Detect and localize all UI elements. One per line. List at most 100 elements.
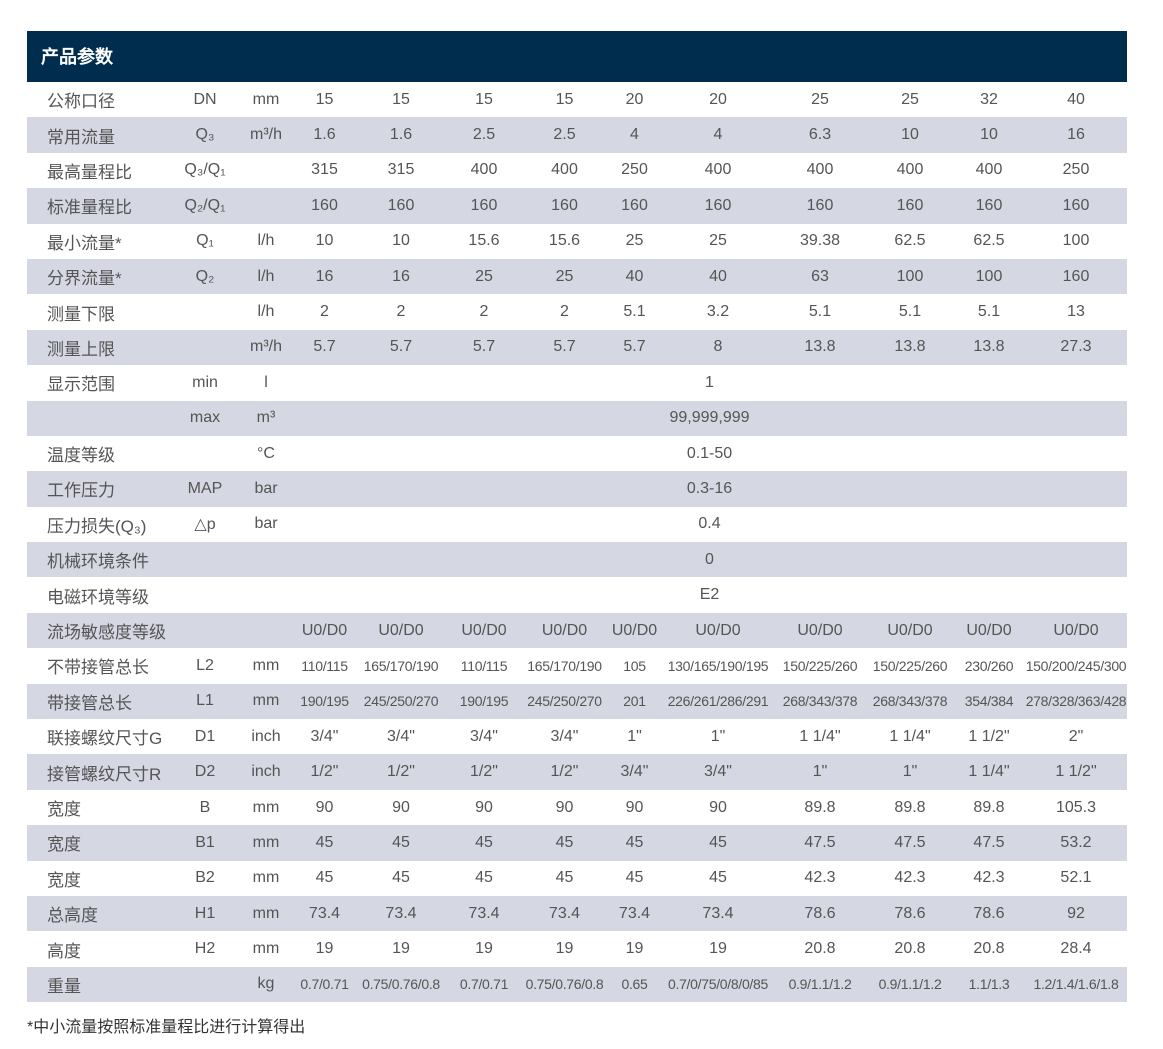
parameter-unit: m³/h xyxy=(240,117,292,153)
parameter-value: 2.5 xyxy=(523,117,606,153)
parameter-value: 40 xyxy=(1067,90,1085,108)
parameters-table: 公称口径 DN mm 15 15 15 15 20 20 25 25 32 40 常用流量 Q₃ m³/h 1.… xyxy=(27,82,1127,1003)
parameter-unit: °C xyxy=(257,444,275,462)
parameter-value: 45 xyxy=(315,869,334,887)
parameter-value: 100 xyxy=(1062,232,1090,250)
parameter-value: U0/D0 xyxy=(292,612,357,649)
parameter-value: 73.4 xyxy=(445,895,523,932)
parameter-value: 268/343/378 xyxy=(773,683,867,720)
parameter-value: 3/4" xyxy=(663,754,773,790)
parameter-value: 0.9/1.1/1.2 xyxy=(867,966,953,1003)
parameter-value: 89.8 xyxy=(804,798,836,816)
parameter-label: 联接螺纹尺寸G xyxy=(47,729,163,749)
parameter-value: 105 xyxy=(623,657,646,674)
parameter-value: 1 1/2" xyxy=(1025,754,1127,790)
parameter-value: 16 xyxy=(357,258,445,295)
parameter-value: 190/195 xyxy=(292,683,357,720)
parameter-value: 16 xyxy=(292,258,357,295)
parameter-label: 测量下限 xyxy=(47,304,115,324)
table-row: 重量 kg 0.7/0.71 0.75/0.76/0.8 0.7/0.71 0.75/0.… xyxy=(27,966,1127,1003)
parameter-value: 0.75/0.76/0.8 xyxy=(523,966,606,1003)
parameter-symbol: △p xyxy=(194,516,216,534)
parameter-value: 5.7 xyxy=(523,329,606,366)
parameter-value: 47.5 xyxy=(953,825,1025,861)
parameter-unit: l/h xyxy=(257,303,275,321)
parameter-value: 92 xyxy=(1025,895,1127,932)
parameter-value: 160 xyxy=(606,188,663,224)
table-row: 高度 H2 mm 19 19 19 19 19 19 20.8 20.8 20.8 28.4 xyxy=(27,931,1127,966)
parameter-unit xyxy=(240,577,292,612)
parameter-value: 150/200/245/300 xyxy=(1025,657,1127,674)
parameter-value: 5.1 xyxy=(623,303,646,321)
parameter-unit: l xyxy=(264,373,268,391)
parameter-symbol: Q₃ xyxy=(170,117,240,153)
table-row: 标准量程比 Q₂/Q₁ 160 160 160 160 160 160 160 160 160 160 xyxy=(27,188,1127,224)
parameter-value: 201 xyxy=(606,683,663,720)
parameter-value: 73.4 xyxy=(357,895,445,932)
parameter-value: 1.2/1.4/1.6/1.8 xyxy=(1025,966,1127,1003)
parameter-value: 0.4 xyxy=(698,515,721,533)
parameter-value: 165/170/190 xyxy=(527,657,602,674)
parameter-symbol: B xyxy=(199,798,211,816)
parameter-unit: mm xyxy=(252,940,280,958)
parameter-value: 5.1 xyxy=(808,303,832,321)
table-row: max m³ 99,999,999 xyxy=(27,400,1127,436)
parameter-label: 工作压力 xyxy=(27,471,170,507)
parameter-symbol: D2 xyxy=(170,754,240,790)
parameter-value: 2 xyxy=(479,303,489,321)
parameter-value: 45 xyxy=(357,825,445,861)
parameter-value: 40 xyxy=(606,258,663,295)
parameter-unit xyxy=(240,612,292,649)
parameter-symbol xyxy=(170,294,240,329)
parameter-label: 分界流量* xyxy=(27,258,170,295)
parameter-value: 245/250/270 xyxy=(357,683,445,720)
table-row: 分界流量* Q₂ l/h 16 16 25 25 40 40 63 100 100 160 xyxy=(27,258,1127,295)
parameter-value: 45 xyxy=(606,825,663,861)
parameter-value: 400 xyxy=(806,161,834,179)
parameter-value: 15 xyxy=(555,90,574,108)
parameter-value: 15.6 xyxy=(548,232,581,250)
parameter-value: 3/4" xyxy=(470,727,498,745)
parameter-value: 1" xyxy=(867,754,953,790)
parameter-value: 42.3 xyxy=(804,869,836,887)
parameter-value: 20.8 xyxy=(804,940,836,958)
table-row: 不带接管总长 L2 mm 110/115 165/170/190 110/115 165/1… xyxy=(27,648,1127,683)
parameter-value: 1.6 xyxy=(292,117,357,153)
parameter-label: 机械环境条件 xyxy=(27,542,170,578)
parameter-value: 73.4 xyxy=(663,895,773,932)
parameter-value: 19 xyxy=(315,940,334,958)
parameter-label: 常用流量 xyxy=(27,117,170,153)
parameter-label: 宽度 xyxy=(27,825,170,861)
parameter-unit: m³ xyxy=(240,400,292,436)
parameter-value: 160 xyxy=(357,188,445,224)
parameter-value: 5.1 xyxy=(977,303,1001,321)
parameter-label: 显示范围 xyxy=(47,375,115,395)
parameter-value: 19 xyxy=(625,940,644,958)
parameter-value: 278/328/363/428 xyxy=(1025,683,1127,720)
parameter-value: 90 xyxy=(555,798,574,816)
footnote: *中小流量按照标准量程比进行计算得出 xyxy=(27,1019,306,1036)
parameter-value: 90 xyxy=(392,798,410,816)
parameter-label: 流场敏感度等级 xyxy=(27,612,170,649)
parameter-value: 47.5 xyxy=(773,825,867,861)
parameter-value: 100 xyxy=(867,258,953,295)
parameter-symbol: min xyxy=(192,373,218,391)
parameter-value: 16 xyxy=(1025,117,1127,153)
parameter-value: 0.65 xyxy=(606,966,663,1003)
parameter-value: 105.3 xyxy=(1055,798,1097,816)
parameter-unit: mm xyxy=(252,798,280,816)
parameter-value: 1 xyxy=(705,373,714,391)
parameter-label: 测量上限 xyxy=(27,329,170,366)
table-row: 公称口径 DN mm 15 15 15 15 20 20 25 25 32 40 xyxy=(27,82,1127,117)
table-row: 最高量程比 Q₃/Q₁ 315 315 400 400 250 400 400 400 400 250 xyxy=(27,153,1127,188)
parameter-value: 3.2 xyxy=(706,303,730,321)
parameter-value: 19 xyxy=(709,940,727,958)
parameter-label: 标准量程比 xyxy=(27,188,170,224)
parameter-label xyxy=(27,400,170,436)
parameter-value: 110/115 xyxy=(301,657,348,674)
parameter-label: 压力损失(Q₃) xyxy=(47,516,147,536)
parameter-value: 250 xyxy=(1062,161,1090,179)
parameter-value: 1" xyxy=(710,727,726,745)
parameter-value: 32 xyxy=(980,90,998,108)
table-row: 测量上限 m³/h 5.7 5.7 5.7 5.7 5.7 8 13.8 13.8 13.8 27.3 xyxy=(27,329,1127,366)
